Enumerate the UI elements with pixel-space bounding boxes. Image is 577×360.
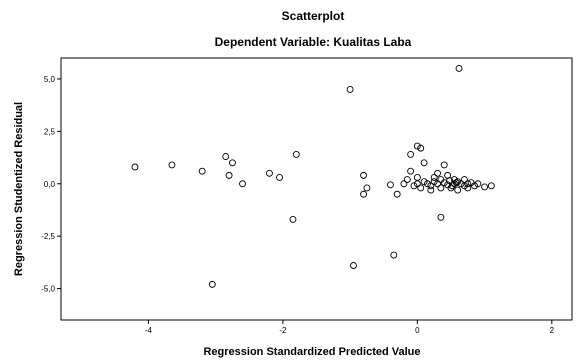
y-tick-label: -5,0 [41, 285, 55, 294]
scatter-point [420, 178, 428, 186]
scatter-point [229, 159, 236, 167]
scatter-point [474, 180, 482, 188]
scatter-point [430, 178, 438, 186]
scatter-point [265, 169, 273, 177]
scatter-point [434, 180, 441, 188]
data-points [131, 65, 495, 288]
scatter-point [440, 161, 448, 169]
scatter-point [292, 150, 300, 158]
scatter-point [464, 180, 472, 188]
scatter-point [410, 182, 418, 190]
plot-frame [60, 57, 573, 321]
scatter-point [131, 163, 139, 171]
scatter-point [400, 180, 408, 188]
scatter-point [225, 171, 233, 179]
scatter-point [454, 178, 462, 186]
scatter-point [403, 176, 411, 184]
scatter-point [276, 174, 283, 181]
scatter-point [481, 183, 489, 191]
y-axis: 5,0 2,5 0,0 -2,5 -5,0 [41, 75, 61, 294]
chart-subtitle: Dependent Variable: Kualitas Laba [215, 35, 412, 49]
x-axis: -4 -2 0 2 [145, 320, 555, 335]
scatter-point [390, 251, 398, 259]
x-tick-label: -2 [279, 326, 287, 335]
scatter-point [437, 184, 445, 192]
scatter-point [208, 280, 216, 288]
scatter-point [350, 262, 357, 269]
scatter-point [387, 181, 394, 189]
scatter-point [360, 190, 368, 198]
scatter-point [413, 174, 421, 181]
scatter-point [471, 182, 478, 190]
scatter-point [487, 182, 495, 190]
scatter-point [363, 184, 371, 192]
scatter-point [420, 159, 428, 167]
scatter-point [393, 190, 401, 198]
scatter-point [437, 213, 445, 221]
scatter-point [360, 171, 368, 179]
scatter-point [239, 180, 246, 188]
scatter-point [447, 184, 455, 192]
scatter-point [454, 186, 462, 194]
scatter-point [417, 184, 425, 192]
scatter-point [446, 177, 454, 185]
scatter-point [455, 65, 463, 72]
chart-title: Scatterplot [282, 9, 345, 23]
scatter-point [346, 85, 354, 93]
y-tick-label: 0,0 [44, 180, 56, 189]
scatter-point [457, 180, 465, 188]
scatter-point [198, 167, 206, 175]
scatter-point [289, 215, 297, 223]
scatter-point [452, 179, 460, 187]
y-tick-label: 2,5 [44, 127, 56, 136]
scatter-point [417, 144, 425, 152]
scatter-point [434, 169, 441, 177]
scatter-point [430, 174, 438, 181]
scatter-point [423, 180, 431, 188]
y-tick-label: 5,0 [44, 75, 56, 84]
scatter-point [427, 186, 435, 194]
y-axis-label: Regression Studentized Residual [13, 102, 25, 276]
y-tick-label: -2,5 [41, 232, 55, 241]
scatter-point [407, 150, 415, 158]
scatter-point [460, 176, 468, 184]
scatter-point [407, 167, 415, 175]
scatter-point [168, 161, 176, 169]
scatter-point [464, 184, 472, 192]
x-tick-label: 0 [415, 326, 420, 335]
scatter-point [413, 142, 421, 150]
scatter-point [222, 153, 230, 160]
x-tick-label: -4 [145, 326, 153, 335]
scatter-point [427, 182, 435, 190]
x-axis-label: Regression Standardized Predicted Value [203, 346, 420, 358]
x-tick-label: 2 [550, 326, 555, 335]
